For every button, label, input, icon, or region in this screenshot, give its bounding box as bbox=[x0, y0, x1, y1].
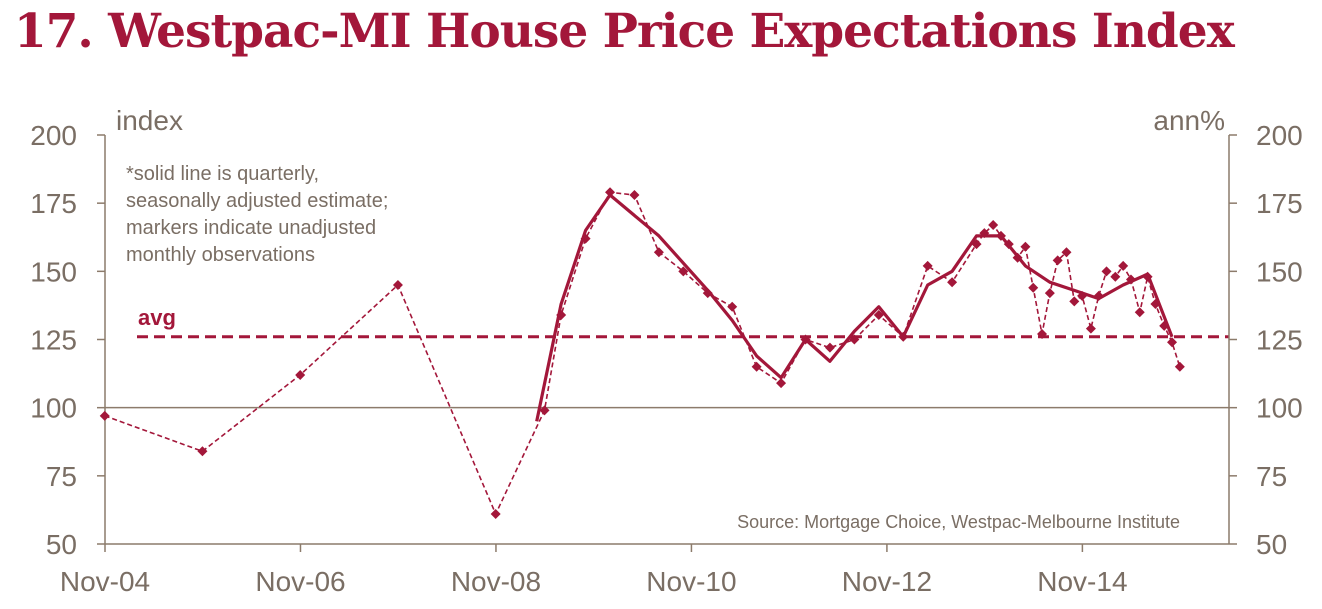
note-line-2: seasonally adjusted estimate; bbox=[126, 190, 388, 212]
avg-label: avg bbox=[138, 305, 176, 330]
x-tick-label: Nov-10 bbox=[646, 566, 736, 597]
monthly-marker bbox=[922, 260, 933, 271]
monthly-marker bbox=[947, 277, 958, 288]
y-tick-label-right: 100 bbox=[1256, 393, 1303, 424]
y-tick-label-left: 175 bbox=[30, 188, 77, 219]
monthly-marker bbox=[197, 446, 208, 457]
monthly-marker bbox=[727, 301, 738, 312]
monthly-marker bbox=[988, 219, 999, 230]
y-tick-label-left: 200 bbox=[30, 120, 77, 151]
monthly-marker bbox=[1110, 271, 1121, 282]
left-axis-unit-label: index bbox=[116, 105, 183, 136]
y-tick-label-right: 125 bbox=[1256, 325, 1303, 356]
monthly-marker bbox=[1044, 288, 1055, 299]
y-tick-label-right: 75 bbox=[1256, 461, 1287, 492]
y-tick-label-left: 150 bbox=[30, 256, 77, 287]
y-tick-label-left: 75 bbox=[46, 461, 77, 492]
monthly-marker bbox=[1101, 266, 1112, 277]
x-tick-label: Nov-14 bbox=[1037, 566, 1127, 597]
chart-title: 17. Westpac-MI House Price Expectations … bbox=[14, 4, 1235, 59]
monthly-series-line bbox=[104, 191, 1181, 516]
monthly-marker bbox=[653, 247, 664, 258]
note-line-4: monthly observations bbox=[126, 244, 315, 266]
note-line-3: markers indicate unadjusted bbox=[126, 217, 376, 239]
y-tick-label-right: 175 bbox=[1256, 188, 1303, 219]
monthly-marker bbox=[539, 405, 550, 416]
monthly-marker bbox=[824, 342, 835, 353]
source-note: Source: Mortgage Choice, Westpac-Melbour… bbox=[737, 512, 1180, 532]
monthly-marker bbox=[1167, 337, 1178, 348]
monthly-marker bbox=[1134, 307, 1145, 318]
x-tick-label: Nov-04 bbox=[60, 566, 150, 597]
monthly-marker bbox=[1174, 361, 1185, 372]
monthly-marker bbox=[1061, 247, 1072, 258]
monthly-marker bbox=[99, 410, 110, 421]
monthly-marker bbox=[295, 369, 306, 380]
monthly-marker bbox=[1037, 329, 1048, 340]
quarterly-series-line bbox=[535, 193, 1174, 422]
y-tick-label-right: 150 bbox=[1256, 256, 1303, 287]
y-tick-label-right: 50 bbox=[1256, 529, 1287, 560]
monthly-marker bbox=[392, 279, 403, 290]
monthly-marker bbox=[776, 378, 787, 389]
y-tick-label-left: 50 bbox=[46, 529, 77, 560]
monthly-marker bbox=[605, 187, 616, 198]
monthly-marker bbox=[849, 334, 860, 345]
note-line-1: *solid line is quarterly, bbox=[126, 163, 319, 185]
monthly-marker bbox=[629, 189, 640, 200]
monthly-marker bbox=[1069, 296, 1080, 307]
y-tick-label-left: 100 bbox=[30, 393, 77, 424]
x-tick-label: Nov-12 bbox=[842, 566, 932, 597]
monthly-marker bbox=[490, 509, 501, 520]
right-axis-unit-label: ann% bbox=[1153, 105, 1225, 136]
x-tick-label: Nov-08 bbox=[451, 566, 541, 597]
monthly-marker bbox=[678, 266, 689, 277]
y-tick-label-right: 200 bbox=[1256, 120, 1303, 151]
y-tick-label-left: 125 bbox=[30, 325, 77, 356]
monthly-marker bbox=[1085, 323, 1096, 334]
monthly-marker bbox=[1028, 282, 1039, 293]
monthly-marker bbox=[751, 361, 762, 372]
x-tick-label: Nov-06 bbox=[255, 566, 345, 597]
monthly-marker bbox=[1118, 260, 1129, 271]
monthly-marker bbox=[873, 309, 884, 320]
monthly-marker bbox=[1052, 255, 1063, 266]
monthly-marker bbox=[1020, 241, 1031, 252]
